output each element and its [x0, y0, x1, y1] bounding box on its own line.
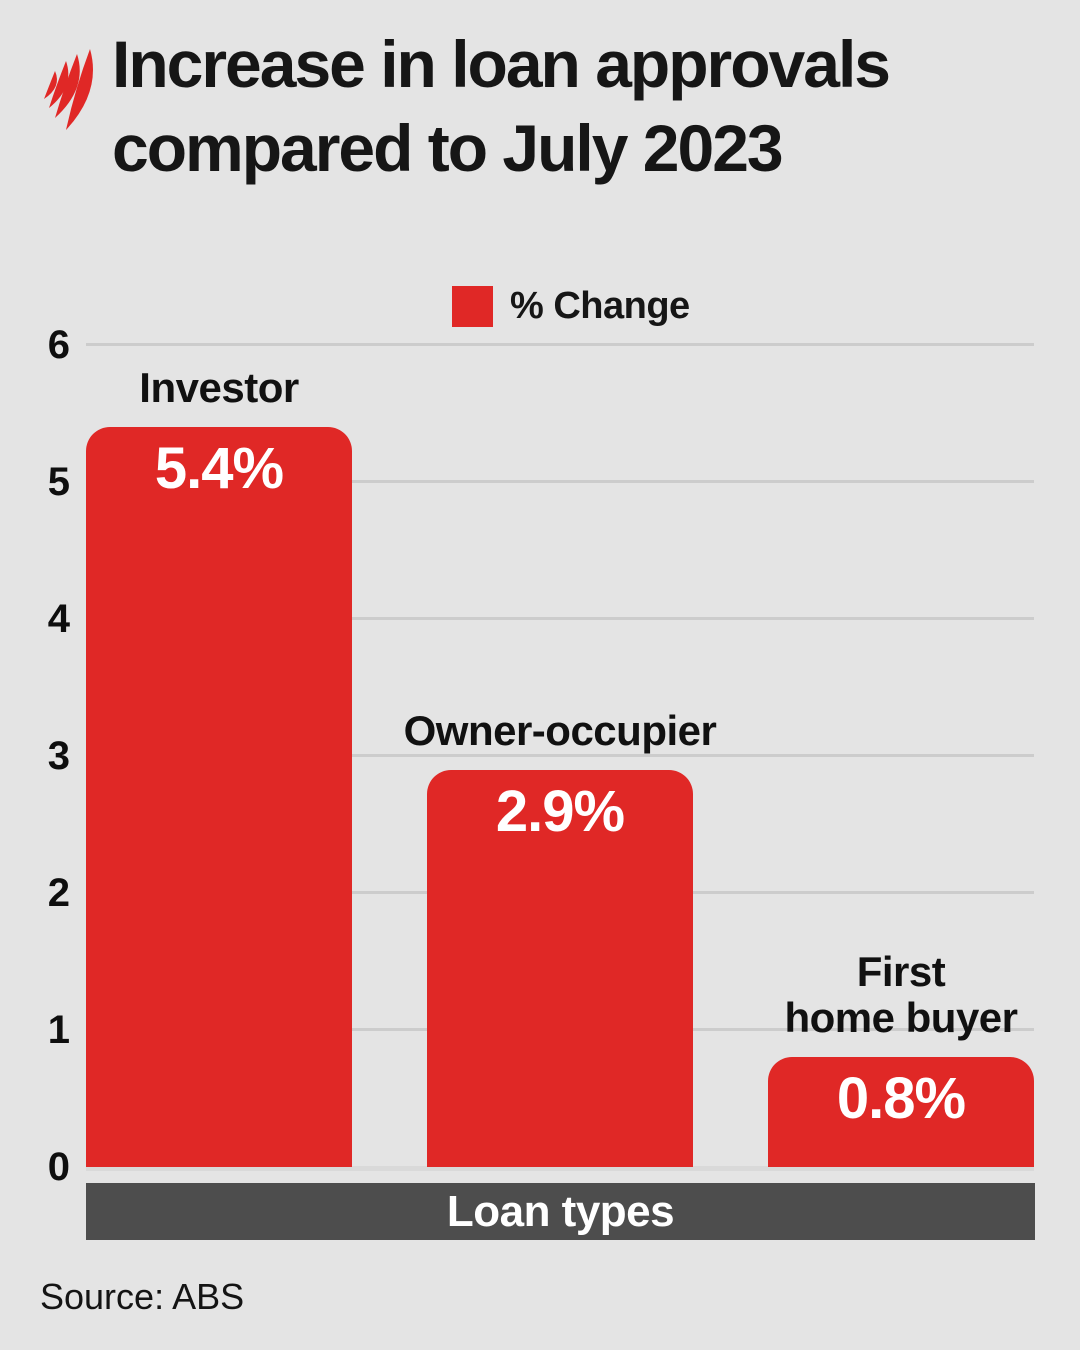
bar-value-label: 2.9%: [495, 778, 625, 844]
source-text: Source: ABS: [40, 1276, 245, 1317]
gridline-5: [86, 480, 1034, 483]
sbs-logo-icon: [44, 49, 93, 130]
legend: % Change: [452, 285, 690, 328]
y-axis: 0 1 2 3 4 5 6: [0, 325, 70, 1187]
bar-investor: 5.4%: [86, 427, 352, 1167]
bar-value-label: 0.8%: [836, 1066, 966, 1132]
legend-swatch-icon: [452, 286, 493, 327]
x-axis-label: Loan types: [446, 1186, 675, 1236]
y-tick-label-3: 3: [47, 734, 70, 778]
bar-first-home-buyer: 0.8%: [767, 1057, 1034, 1167]
y-tick-label-5: 5: [47, 460, 70, 504]
y-tick-label-2: 2: [47, 871, 70, 916]
bar-group-first-home-buyer: First home buyer 0.8%: [767, 345, 1034, 1167]
y-tick-label-6: 6: [47, 323, 70, 367]
y-tick-label-4: 4: [47, 597, 70, 642]
category-label: Investor: [139, 364, 299, 412]
plot-area: Investor 5.4% Owner-occupier 2.9% First …: [86, 343, 1034, 1171]
chart-title-line1: Increase in loan approvals: [112, 27, 891, 101]
y-tick-label-0: 0: [47, 1145, 70, 1189]
chart-title: Increase in loan approvals compared to Ju…: [112, 22, 1052, 190]
x-axis-band: Loan types: [86, 1183, 1035, 1240]
gridline-6: [86, 343, 1034, 346]
bar-value-label: 5.4%: [154, 436, 284, 502]
bar-group-owner-occupier: Owner-occupier 2.9%: [404, 345, 717, 1167]
legend-label: % Change: [510, 285, 690, 327]
x-axis-baseline: [86, 1166, 1034, 1171]
category-label: Owner-occupier: [403, 706, 717, 754]
bar-group-investor: Investor 5.4%: [86, 345, 352, 1167]
category-label: First home buyer: [784, 948, 1018, 1042]
gridline-4: [86, 617, 1034, 621]
gridline-3: [86, 754, 1034, 757]
bar-owner-occupier: 2.9%: [426, 769, 693, 1167]
chart-title-line2: compared to July 2023: [112, 111, 784, 185]
y-tick-label-1: 1: [47, 1008, 70, 1053]
